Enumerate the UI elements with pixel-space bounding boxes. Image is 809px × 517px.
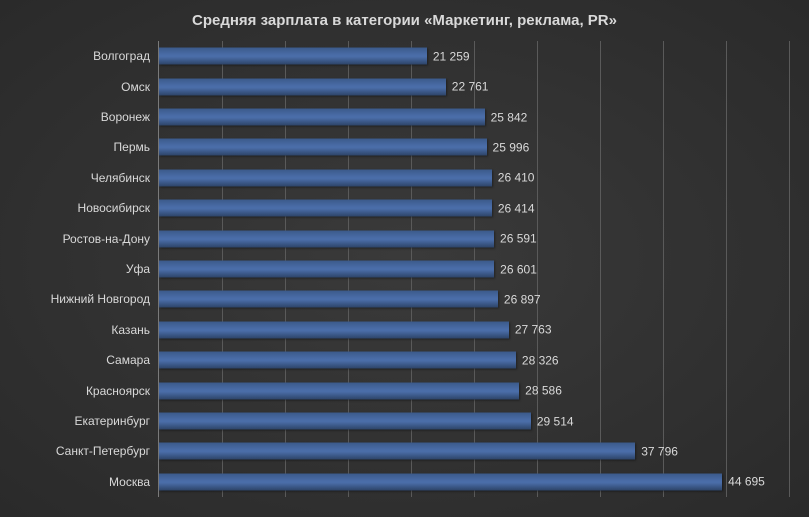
bar-value: 26 591 [500, 232, 537, 246]
bar-row: 26 414 [159, 200, 789, 217]
bar [159, 291, 498, 308]
salary-chart: Средняя зарплата в категории «Маркетинг,… [0, 0, 809, 517]
category-label: Челябинск [91, 171, 150, 185]
bar-row: 26 591 [159, 230, 789, 247]
bar-row: 27 763 [159, 321, 789, 338]
category-label: Екатеринбург [75, 414, 151, 428]
bar [159, 261, 494, 278]
bar [159, 169, 492, 186]
bar-value: 37 796 [641, 444, 678, 458]
grid-line [789, 41, 790, 497]
bar-row: 26 410 [159, 169, 789, 186]
bar-value: 26 897 [504, 292, 541, 306]
bar-value: 26 410 [498, 171, 535, 185]
bar-row: 26 601 [159, 261, 789, 278]
plot-area: Волгоград Омск Воронеж Пермь Челябинск Новоси… [20, 41, 789, 497]
category-label: Омск [121, 80, 150, 94]
category-label: Самара [106, 353, 150, 367]
bar-row: 26 897 [159, 291, 789, 308]
bar-row: 25 842 [159, 109, 789, 126]
bar-value: 25 842 [491, 110, 528, 124]
bar [159, 352, 516, 369]
bar-row: 37 796 [159, 443, 789, 460]
bar [159, 139, 487, 156]
bar [159, 321, 509, 338]
bar [159, 443, 635, 460]
bar [159, 382, 519, 399]
category-label: Москва [109, 475, 150, 489]
category-label: Нижний Новгород [51, 292, 150, 306]
bar [159, 78, 446, 95]
bars-area: 21 259 22 761 25 842 25 996 26 410 26 414 26 5… [158, 41, 789, 497]
bar [159, 473, 722, 490]
chart-title: Средняя зарплата в категории «Маркетинг,… [20, 12, 789, 29]
bar-value: 26 414 [498, 201, 535, 215]
bar-value: 26 601 [500, 262, 537, 276]
bar-value: 28 586 [525, 384, 562, 398]
category-label: Красноярск [86, 384, 150, 398]
category-label: Воронеж [101, 110, 150, 124]
bar-row: 28 586 [159, 382, 789, 399]
bar [159, 200, 492, 217]
bar [159, 109, 485, 126]
bar-value: 27 763 [515, 323, 552, 337]
bar [159, 230, 494, 247]
bar [159, 48, 427, 65]
category-label: Санкт-Петербург [56, 444, 150, 458]
bar [159, 413, 531, 430]
bar-value: 44 695 [728, 475, 765, 489]
bar-value: 22 761 [452, 80, 489, 94]
bar-value: 29 514 [537, 414, 574, 428]
category-label: Ростов-на-Дону [63, 232, 150, 246]
bar-row: 28 326 [159, 352, 789, 369]
bar-row: 44 695 [159, 473, 789, 490]
bar-row: 29 514 [159, 413, 789, 430]
category-label: Уфа [126, 262, 150, 276]
bar-row: 25 996 [159, 139, 789, 156]
y-axis-labels: Волгоград Омск Воронеж Пермь Челябинск Новоси… [20, 41, 158, 497]
category-label: Казань [111, 323, 150, 337]
category-label: Волгоград [93, 49, 150, 63]
category-label: Новосибирск [78, 201, 150, 215]
bar-value: 25 996 [493, 140, 530, 154]
bar-value: 21 259 [433, 49, 470, 63]
category-label: Пермь [114, 140, 150, 154]
bar-row: 21 259 [159, 48, 789, 65]
bar-value: 28 326 [522, 353, 559, 367]
bar-row: 22 761 [159, 78, 789, 95]
